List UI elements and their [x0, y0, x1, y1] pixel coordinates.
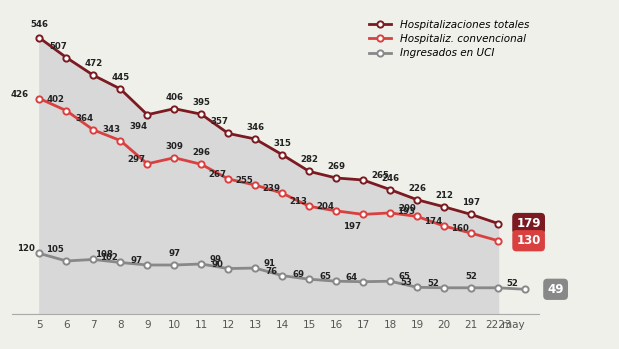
- Text: 255: 255: [235, 176, 253, 185]
- Text: 395: 395: [193, 98, 210, 107]
- Text: 64: 64: [346, 273, 358, 282]
- Text: 97: 97: [130, 256, 142, 265]
- Text: 130: 130: [516, 234, 541, 247]
- Text: 49: 49: [547, 283, 564, 296]
- Text: 193: 193: [397, 207, 415, 216]
- Text: 105: 105: [46, 245, 64, 254]
- Text: 357: 357: [211, 118, 229, 126]
- Text: 179: 179: [516, 217, 541, 230]
- Text: 472: 472: [84, 59, 103, 68]
- Text: 52: 52: [465, 272, 477, 281]
- Text: 99: 99: [210, 255, 222, 264]
- Text: 269: 269: [327, 162, 345, 171]
- Text: 197: 197: [343, 222, 361, 231]
- Text: 65: 65: [399, 272, 410, 281]
- Text: 65: 65: [319, 272, 331, 281]
- Text: 97: 97: [168, 249, 180, 258]
- Text: 343: 343: [103, 125, 121, 134]
- Text: 297: 297: [127, 155, 145, 164]
- Text: 226: 226: [408, 184, 426, 193]
- Text: 52: 52: [427, 279, 439, 288]
- Text: 546: 546: [30, 21, 48, 29]
- Text: 76: 76: [265, 267, 277, 276]
- Text: 200: 200: [399, 204, 416, 213]
- Text: 239: 239: [262, 184, 280, 193]
- Text: 282: 282: [300, 155, 318, 164]
- Text: 213: 213: [289, 197, 307, 206]
- Text: 197: 197: [462, 199, 480, 207]
- Text: 246: 246: [381, 174, 399, 183]
- Text: 108: 108: [95, 251, 113, 259]
- Text: 212: 212: [435, 191, 453, 200]
- Text: 507: 507: [49, 42, 67, 51]
- Text: 394: 394: [130, 122, 148, 131]
- Text: 402: 402: [46, 95, 64, 104]
- Text: 309: 309: [165, 142, 183, 151]
- Text: 91: 91: [264, 259, 275, 268]
- Text: 102: 102: [100, 253, 118, 262]
- Text: 346: 346: [246, 123, 264, 132]
- Text: 69: 69: [292, 270, 304, 279]
- Text: 315: 315: [273, 139, 291, 148]
- Legend: Hospitalizaciones totales, Hospitaliz. convencional, Ingresados en UCI: Hospitalizaciones totales, Hospitaliz. c…: [365, 16, 534, 62]
- Text: 120: 120: [17, 244, 35, 253]
- Text: 90: 90: [211, 260, 223, 269]
- Text: 52: 52: [506, 279, 518, 288]
- Text: 426: 426: [11, 90, 29, 98]
- Text: 204: 204: [316, 202, 334, 211]
- Text: 174: 174: [424, 217, 442, 226]
- Text: 160: 160: [451, 224, 469, 233]
- Text: 364: 364: [76, 114, 94, 123]
- Text: 406: 406: [165, 93, 183, 102]
- Text: 296: 296: [193, 148, 210, 157]
- Text: 265: 265: [371, 171, 389, 180]
- Text: 53: 53: [400, 278, 412, 287]
- Text: 445: 445: [111, 73, 129, 82]
- Text: 267: 267: [208, 170, 226, 179]
